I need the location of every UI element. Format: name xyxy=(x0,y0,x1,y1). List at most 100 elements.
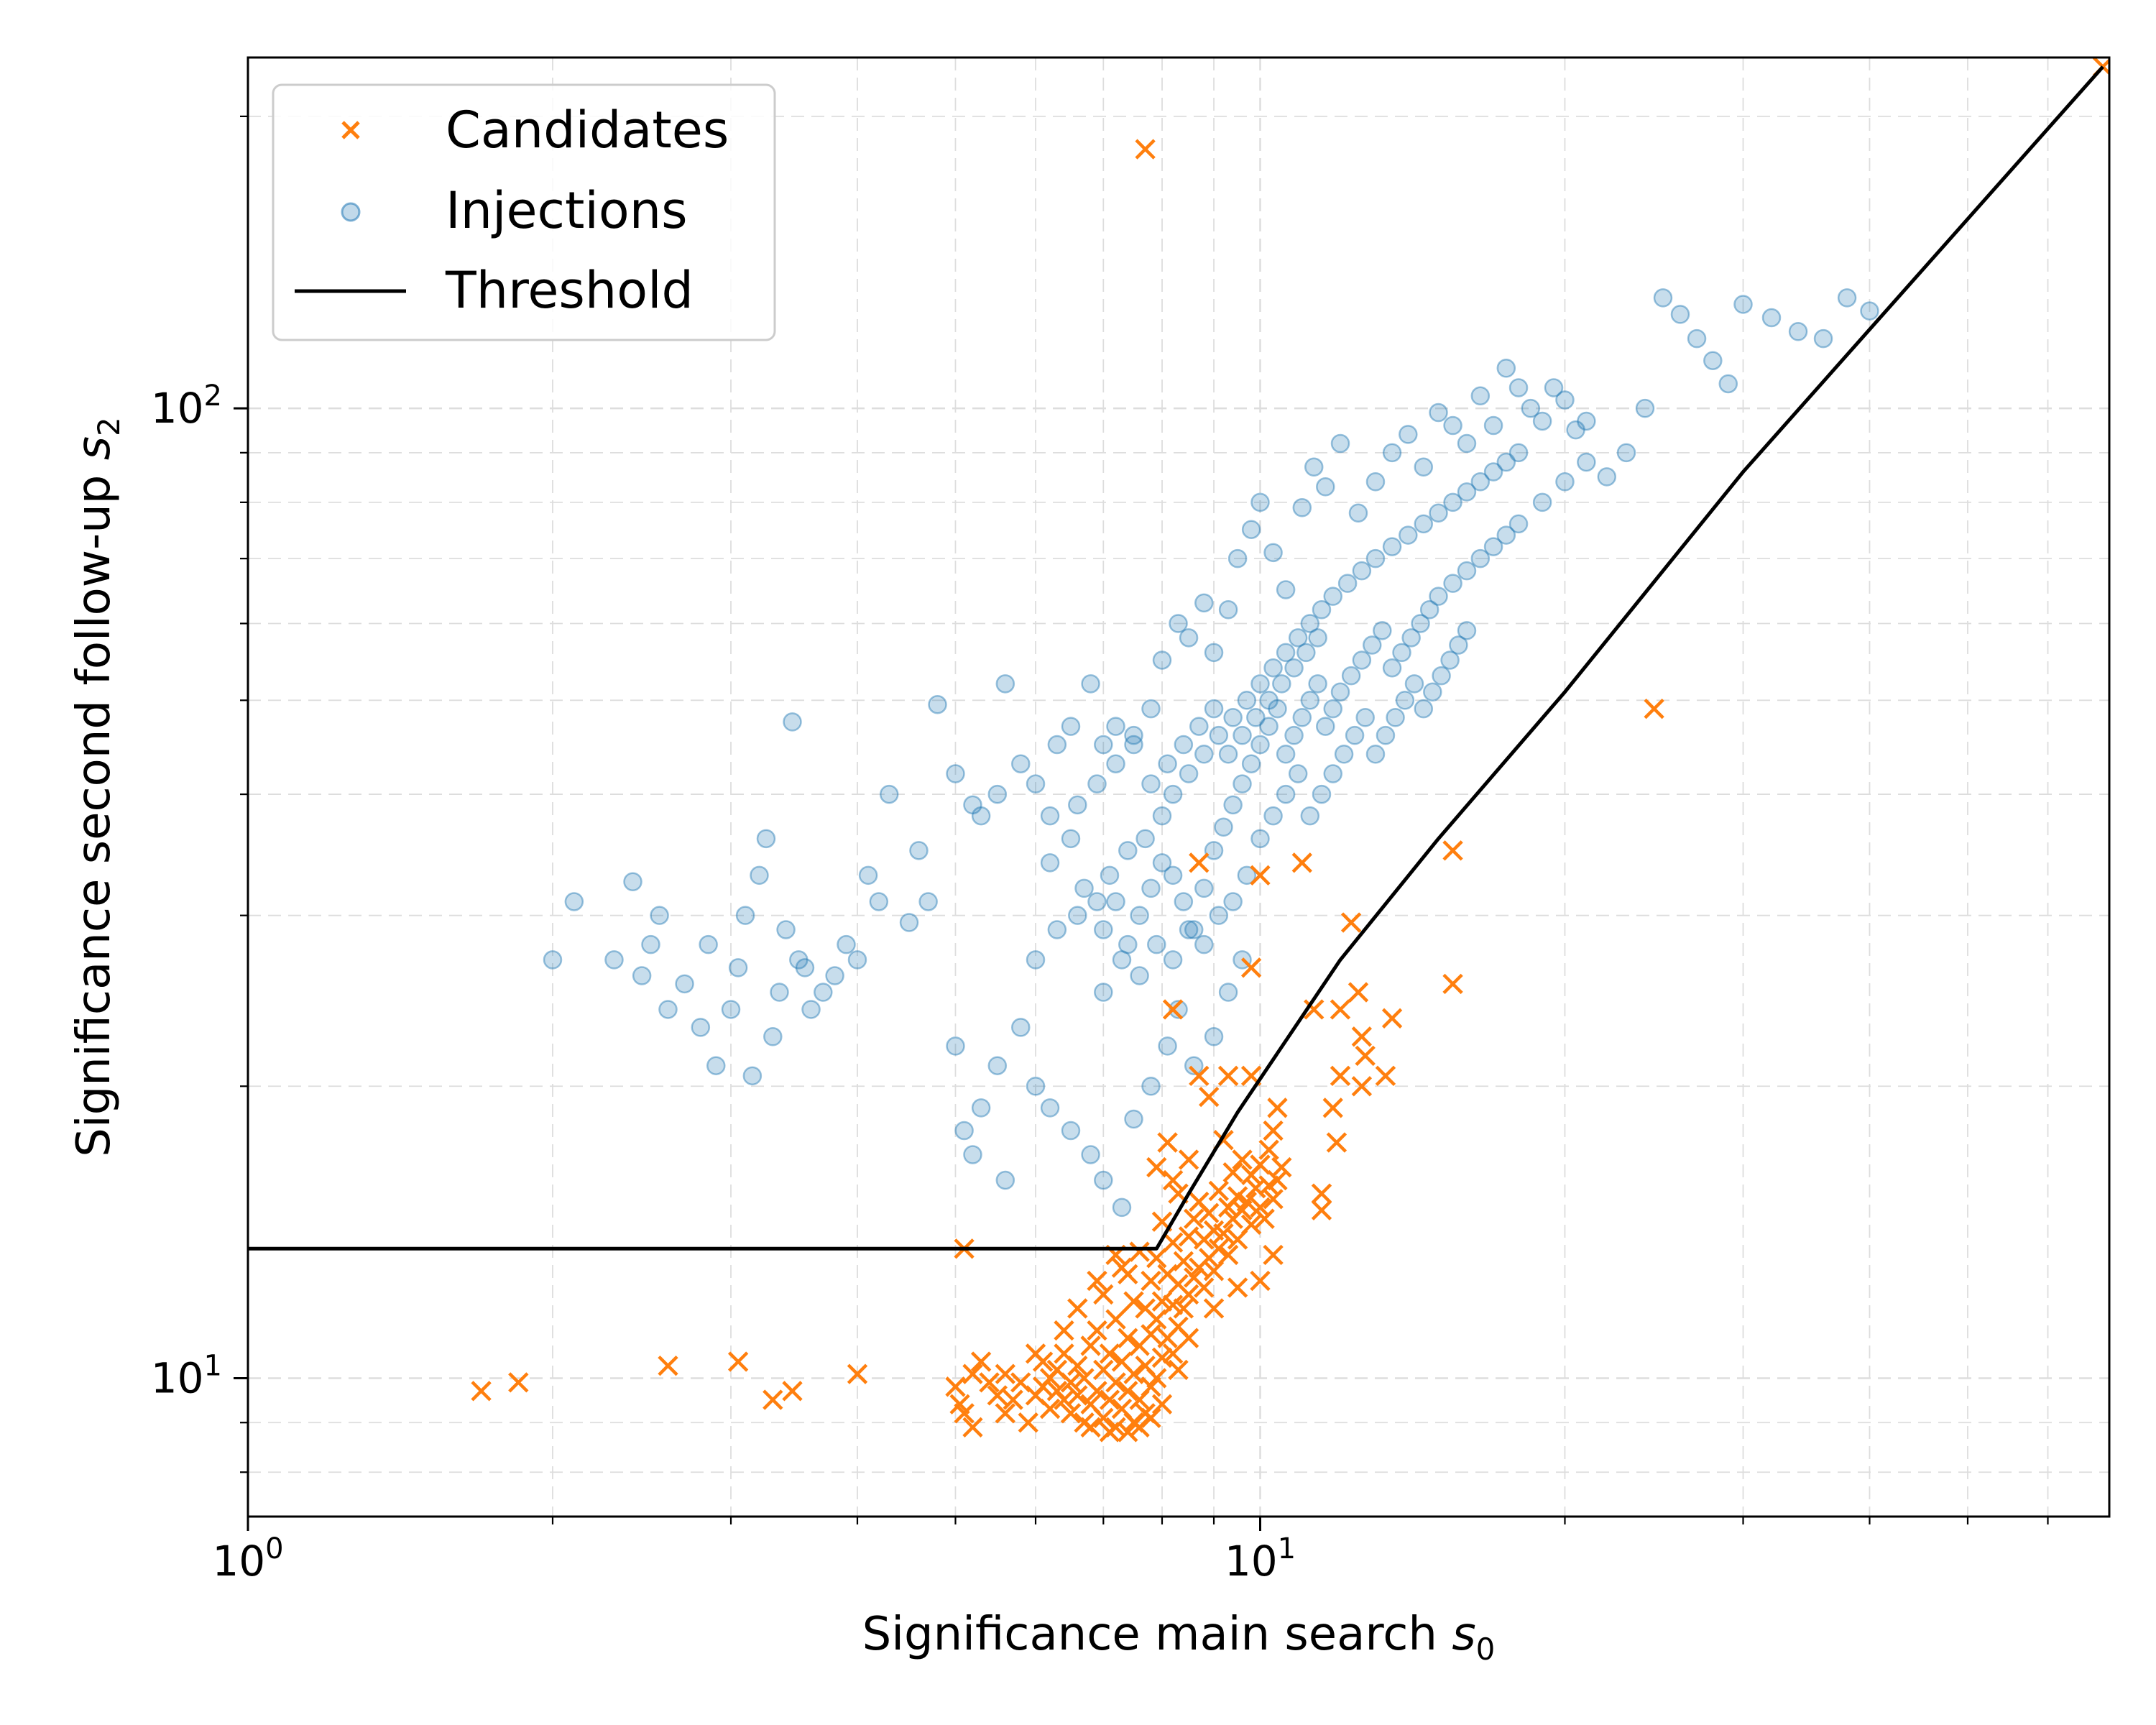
injection-point xyxy=(1141,699,1161,719)
candidate-point xyxy=(1351,1026,1373,1047)
candidate-point xyxy=(1162,1294,1184,1315)
injection-point xyxy=(995,1170,1015,1190)
candidate-point xyxy=(1099,1422,1120,1443)
candidate-point xyxy=(1348,982,1369,1003)
candidate-point xyxy=(1189,1065,1210,1086)
injection-point xyxy=(1365,472,1386,492)
injection-point xyxy=(1276,580,1296,599)
candidate-point xyxy=(1250,1197,1271,1218)
injection-point xyxy=(1100,865,1120,886)
threshold-line xyxy=(248,65,2104,1251)
injection-point xyxy=(1635,398,1655,418)
injection-point xyxy=(909,841,929,860)
injection-point xyxy=(1158,754,1177,773)
candidate-point xyxy=(658,1355,678,1376)
injection-point xyxy=(1334,744,1354,764)
candidate-point xyxy=(1381,1008,1403,1029)
injection-point xyxy=(1449,635,1468,655)
injection-point xyxy=(1300,691,1320,710)
injection-point xyxy=(1081,1145,1100,1164)
injection-point xyxy=(946,1036,965,1056)
injection-point xyxy=(1323,764,1342,783)
candidate-point xyxy=(1199,1086,1220,1108)
candidate-point xyxy=(1217,1065,1239,1086)
candidate-point xyxy=(970,1351,992,1372)
candidate-point xyxy=(1146,1368,1167,1389)
candidate-point xyxy=(782,1381,803,1402)
candidate-point xyxy=(1322,1098,1343,1118)
injection-point xyxy=(776,920,796,939)
injection-point xyxy=(899,913,919,932)
injection-point xyxy=(1194,744,1214,764)
injection-point xyxy=(928,694,947,714)
injection-point xyxy=(918,892,938,911)
injection-point xyxy=(1521,398,1541,418)
candidate-point xyxy=(727,1351,749,1372)
y-tick-label: 102 xyxy=(151,380,222,433)
injection-point xyxy=(1026,774,1046,794)
candidate-point xyxy=(1118,1264,1138,1285)
injection-point xyxy=(1376,725,1396,745)
threshold-series xyxy=(248,65,2104,1251)
injection-point xyxy=(1382,537,1402,556)
candidate-point xyxy=(1213,1223,1234,1244)
injection-point xyxy=(1532,492,1552,512)
injection-point xyxy=(1124,725,1143,745)
injection-point xyxy=(1106,892,1125,911)
candidate-point xyxy=(1203,1261,1225,1282)
candidate-point xyxy=(1146,1156,1167,1178)
candidate-point xyxy=(1168,1359,1189,1381)
injection-point xyxy=(1094,920,1113,939)
injection-point xyxy=(1209,725,1229,745)
injection-point xyxy=(763,1027,783,1046)
injection-point xyxy=(721,1000,741,1019)
injection-point xyxy=(1577,411,1596,431)
injection-point xyxy=(543,950,563,970)
injection-point xyxy=(1250,829,1270,849)
candidate-point xyxy=(1189,852,1210,873)
candidate-point xyxy=(847,1363,868,1384)
candidate-point xyxy=(1311,1200,1332,1220)
injection-point xyxy=(879,784,899,804)
injection-point xyxy=(1124,1109,1143,1129)
injection-point xyxy=(1152,650,1172,670)
injection-point xyxy=(1470,472,1491,492)
injection-point xyxy=(1241,754,1261,773)
injection-point xyxy=(1204,699,1224,719)
y-axis-label: Significance second follow-up s2 xyxy=(68,417,126,1157)
candidate-point xyxy=(471,1381,492,1402)
injection-point xyxy=(847,950,867,970)
injection-point xyxy=(1061,717,1081,736)
injection-point xyxy=(1152,853,1172,873)
injection-point xyxy=(1284,658,1304,678)
injection-point xyxy=(675,974,694,994)
candidate-point xyxy=(1067,1385,1088,1406)
candidate-point xyxy=(1232,1200,1253,1220)
injection-point xyxy=(1443,492,1462,512)
injection-point xyxy=(1432,666,1451,686)
injection-point xyxy=(1061,1121,1081,1141)
injection-point xyxy=(1237,691,1257,710)
injection-point xyxy=(623,872,642,892)
injection-point xyxy=(1141,878,1161,898)
injection-point xyxy=(641,934,660,954)
candidate-point xyxy=(1123,1291,1144,1312)
candidate-point xyxy=(1118,1328,1138,1348)
injection-point xyxy=(1068,795,1087,815)
injection-point xyxy=(1316,717,1335,736)
injection-point xyxy=(1597,467,1617,487)
candidate-point xyxy=(1442,840,1463,861)
injection-point xyxy=(1263,806,1283,826)
injection-point xyxy=(1566,420,1585,440)
injection-point xyxy=(1703,351,1723,370)
injection-point xyxy=(1112,950,1132,970)
injection-point xyxy=(1395,691,1415,710)
injection-point xyxy=(814,983,833,1002)
injection-point xyxy=(789,950,808,970)
injection-point xyxy=(658,1000,678,1019)
injections-series xyxy=(543,288,1879,1218)
candidate-point xyxy=(1258,1139,1279,1160)
candidate-point xyxy=(1250,865,1271,886)
injection-point xyxy=(1106,717,1125,736)
candidate-point xyxy=(1118,1422,1138,1443)
